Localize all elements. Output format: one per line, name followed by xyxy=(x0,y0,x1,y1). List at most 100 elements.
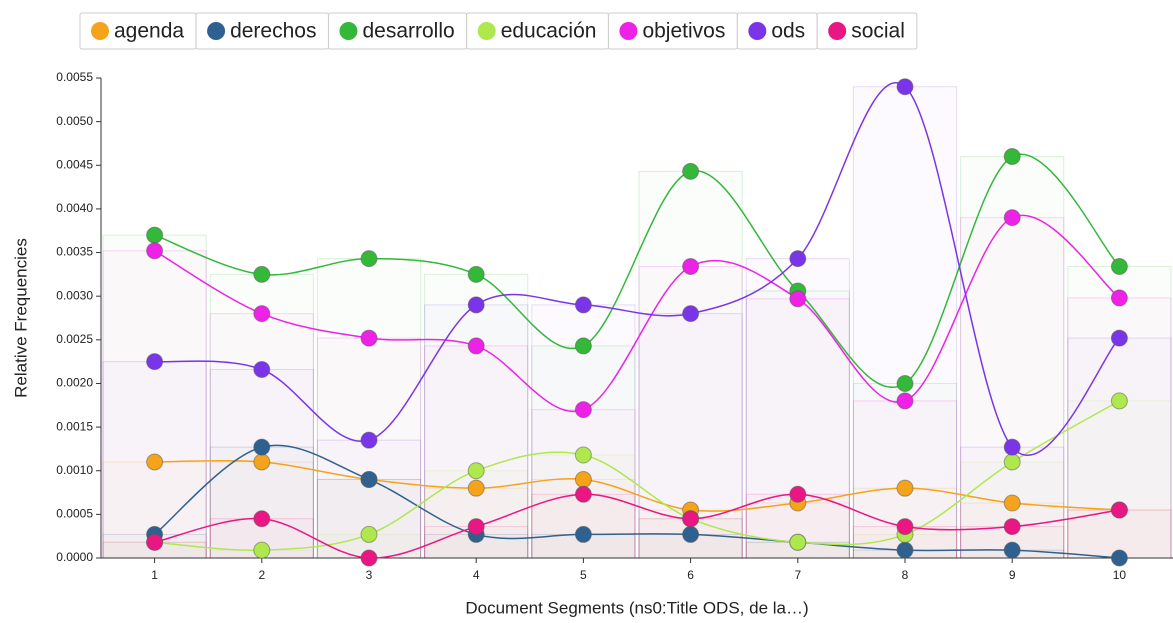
point xyxy=(253,305,271,323)
point xyxy=(574,337,592,355)
y-tick-label: 0.0040 xyxy=(56,201,93,215)
point xyxy=(574,296,592,314)
y-tick-label: 0.0030 xyxy=(56,288,93,302)
point xyxy=(146,453,164,471)
point xyxy=(682,525,700,543)
legend-text: derechos xyxy=(230,20,316,43)
point xyxy=(360,431,378,449)
x-tick-label: 4 xyxy=(473,568,480,582)
legend-text: objetivos xyxy=(642,20,725,43)
series-line xyxy=(154,444,1120,559)
point xyxy=(467,518,485,536)
point xyxy=(1110,289,1128,307)
legend-text: desarrollo xyxy=(362,20,454,43)
point xyxy=(146,353,164,371)
point xyxy=(574,446,592,464)
legend-swatch xyxy=(477,22,496,40)
point xyxy=(1003,541,1021,559)
point xyxy=(1003,494,1021,512)
point xyxy=(1003,518,1021,536)
legend-item: educación xyxy=(466,12,609,50)
point xyxy=(896,518,914,536)
point xyxy=(467,462,485,480)
legend-item: social xyxy=(816,12,918,50)
point xyxy=(467,479,485,497)
point xyxy=(574,470,592,488)
point xyxy=(146,533,164,551)
legend-swatch xyxy=(339,22,358,40)
point xyxy=(1110,329,1128,347)
legend-swatch xyxy=(828,22,847,40)
y-axis-title: Relative Frequencies xyxy=(11,238,30,398)
legend-swatch xyxy=(748,22,767,40)
x-tick-label: 6 xyxy=(687,568,694,582)
point xyxy=(1003,209,1021,227)
x-tick-label: 7 xyxy=(794,568,801,582)
point xyxy=(574,485,592,503)
x-tick-label: 8 xyxy=(902,568,909,582)
series-line xyxy=(154,153,1120,388)
y-tick-label: 0.0005 xyxy=(56,507,93,521)
point xyxy=(574,401,592,419)
y-tick-label: 0.0020 xyxy=(56,376,93,390)
x-tick-label: 9 xyxy=(1009,568,1016,582)
point xyxy=(1110,392,1128,410)
legend-text: agenda xyxy=(114,20,184,43)
point xyxy=(253,510,271,528)
point xyxy=(789,290,807,308)
point xyxy=(1003,438,1021,456)
x-tick-label: 2 xyxy=(258,568,265,582)
point xyxy=(1003,148,1021,166)
legend-swatch xyxy=(207,22,226,40)
series-line xyxy=(154,493,1120,559)
y-tick-label: 0.0055 xyxy=(56,70,93,84)
point xyxy=(682,305,700,323)
point xyxy=(467,296,485,314)
legend-text: educación xyxy=(501,20,597,43)
point xyxy=(682,258,700,276)
point xyxy=(146,242,164,260)
y-tick-label: 0.0035 xyxy=(56,245,93,259)
series-line xyxy=(154,214,1120,413)
x-tick-label: 3 xyxy=(366,568,373,582)
point xyxy=(360,470,378,488)
point xyxy=(896,392,914,410)
point xyxy=(789,485,807,503)
point xyxy=(574,525,592,543)
legend-item: derechos xyxy=(195,12,329,50)
point xyxy=(682,162,700,180)
y-tick-label: 0.0000 xyxy=(56,550,93,564)
x-tick-label: 10 xyxy=(1113,568,1127,582)
point xyxy=(1003,453,1021,471)
x-tick-label: 5 xyxy=(580,568,587,582)
point xyxy=(789,533,807,551)
point xyxy=(253,541,271,559)
legend-box xyxy=(816,12,918,50)
y-tick-label: 0.0050 xyxy=(56,114,93,128)
series-line xyxy=(154,400,1120,552)
point xyxy=(896,479,914,497)
legend-swatch xyxy=(91,22,109,40)
legend-item: desarrollo xyxy=(327,12,468,50)
point xyxy=(682,510,700,528)
point xyxy=(253,453,271,471)
point xyxy=(253,360,271,378)
series-line xyxy=(154,459,1120,512)
point xyxy=(1110,549,1128,567)
legend-item: agenda xyxy=(79,12,197,50)
point xyxy=(467,265,485,283)
y-tick-label: 0.0045 xyxy=(56,157,93,171)
y-tick-label: 0.0025 xyxy=(56,332,93,346)
point xyxy=(253,265,271,283)
point xyxy=(360,549,378,567)
point xyxy=(467,337,485,355)
point xyxy=(146,226,164,244)
point xyxy=(896,78,914,96)
point xyxy=(253,438,271,456)
legend-item: ods xyxy=(736,12,818,50)
y-tick-label: 0.0010 xyxy=(56,463,93,477)
point xyxy=(896,541,914,559)
point xyxy=(360,525,378,543)
legend-item: objetivos xyxy=(607,12,738,50)
